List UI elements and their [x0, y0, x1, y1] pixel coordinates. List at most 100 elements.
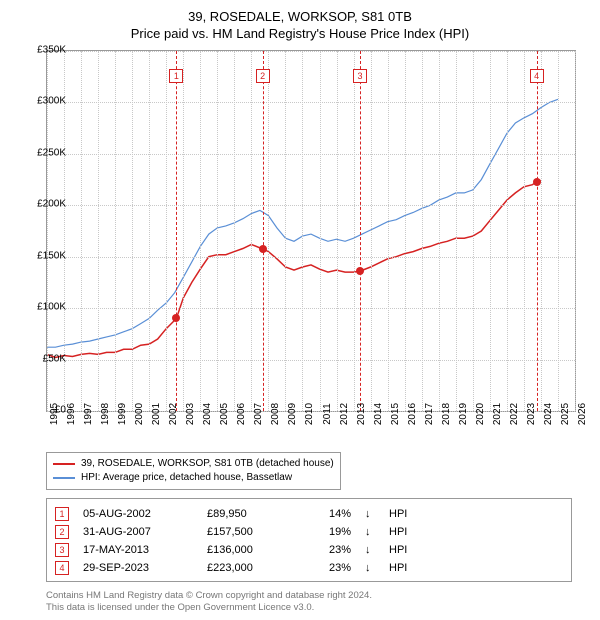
event-date: 05-AUG-2002 — [83, 508, 193, 520]
event-hpi-label: HPI — [389, 526, 419, 538]
y-tick-label: £50K — [22, 353, 66, 364]
gridline-v — [507, 51, 508, 411]
gridline-v — [149, 51, 150, 411]
gridline-v — [132, 51, 133, 411]
event-price: £223,000 — [207, 562, 297, 574]
event-row-1: 105-AUG-2002£89,95014%↓HPI — [55, 505, 563, 523]
event-hpi-label: HPI — [389, 508, 419, 520]
event-row-4: 4 29-SEP-2023 £223,000 23% ↓ HPI — [55, 559, 563, 577]
y-tick-label: £300K — [22, 96, 66, 107]
x-tick-label: 1997 — [83, 403, 94, 425]
x-tick-label: 2002 — [168, 403, 179, 425]
x-tick-label: 1996 — [66, 403, 77, 425]
gridline-v — [473, 51, 474, 411]
events-table: 105-AUG-2002£89,95014%↓HPI231-AUG-2007£1… — [46, 498, 572, 582]
event-pct: 19% — [311, 526, 351, 538]
gridline-v — [251, 51, 252, 411]
event-pct: 14% — [311, 508, 351, 520]
x-tick-label: 2008 — [270, 403, 281, 425]
event-price: £157,500 — [207, 526, 297, 538]
chart-title-line2: Price paid vs. HM Land Registry's House … — [0, 26, 600, 45]
event-marker-4: 4 — [530, 69, 544, 83]
arrow-down-icon: ↓ — [365, 526, 375, 538]
x-tick-label: 1999 — [117, 403, 128, 425]
event-line-3 — [360, 51, 361, 411]
gridline-v — [524, 51, 525, 411]
x-tick-label: 1995 — [49, 403, 60, 425]
chart-svg — [47, 51, 575, 411]
x-tick-label: 2020 — [475, 403, 486, 425]
x-tick-label: 1998 — [100, 403, 111, 425]
gridline-v — [371, 51, 372, 411]
x-tick-label: 2019 — [458, 403, 469, 425]
x-tick-label: 2014 — [373, 403, 384, 425]
event-date: 29-SEP-2023 — [83, 562, 193, 574]
event-dot-3 — [356, 267, 364, 275]
x-tick-label: 2012 — [339, 403, 350, 425]
gridline-v — [268, 51, 269, 411]
event-marker-1: 1 — [169, 69, 183, 83]
event-date: 31-AUG-2007 — [83, 526, 193, 538]
event-marker-2: 2 — [256, 69, 270, 83]
gridline-v — [183, 51, 184, 411]
event-pct: 23% — [311, 544, 351, 556]
gridline-v — [217, 51, 218, 411]
gridline-v — [115, 51, 116, 411]
x-tick-label: 2009 — [287, 403, 298, 425]
event-badge: 4 — [55, 561, 69, 575]
gridline-v — [490, 51, 491, 411]
gridline-v — [234, 51, 235, 411]
arrow-down-icon: ↓ — [365, 562, 375, 574]
footer-line2: This data is licensed under the Open Gov… — [46, 602, 372, 614]
legend-row: 39, ROSEDALE, WORKSOP, S81 0TB (detached… — [53, 457, 334, 471]
gridline-v — [439, 51, 440, 411]
legend-label: 39, ROSEDALE, WORKSOP, S81 0TB (detached… — [81, 457, 334, 471]
x-tick-label: 2001 — [151, 403, 162, 425]
x-tick-label: 2006 — [236, 403, 247, 425]
gridline-v — [541, 51, 542, 411]
y-tick-label: £100K — [22, 302, 66, 313]
y-tick-label: £250K — [22, 147, 66, 158]
x-tick-label: 2017 — [424, 403, 435, 425]
legend-label: HPI: Average price, detached house, Bass… — [81, 471, 292, 485]
x-tick-label: 2018 — [441, 403, 452, 425]
event-hpi-label: HPI — [389, 544, 419, 556]
event-hpi-label: HPI — [389, 562, 419, 574]
gridline-v — [405, 51, 406, 411]
arrow-down-icon: ↓ — [365, 508, 375, 520]
event-line-4 — [537, 51, 538, 411]
gridline-v — [200, 51, 201, 411]
event-line-1 — [176, 51, 177, 411]
gridline-v — [285, 51, 286, 411]
x-tick-label: 2015 — [390, 403, 401, 425]
x-tick-label: 2025 — [560, 403, 571, 425]
series-property — [47, 181, 541, 358]
x-tick-label: 2023 — [526, 403, 537, 425]
x-tick-label: 2016 — [407, 403, 418, 425]
x-tick-label: 2005 — [219, 403, 230, 425]
y-tick-label: £200K — [22, 199, 66, 210]
price-chart: 1234 — [46, 50, 576, 412]
event-row-2: 2 31-AUG-2007 £157,500 19% ↓ HPI — [55, 523, 563, 541]
x-tick-label: 2022 — [509, 403, 520, 425]
gridline-v — [422, 51, 423, 411]
gridline-v — [388, 51, 389, 411]
event-pct: 23% — [311, 562, 351, 574]
event-dot-4 — [533, 178, 541, 186]
y-tick-label: £350K — [22, 45, 66, 56]
footer-line1: Contains HM Land Registry data © Crown c… — [46, 590, 372, 602]
gridline-h — [47, 257, 575, 258]
event-price: £89,950 — [207, 508, 297, 520]
x-tick-label: 2007 — [253, 403, 264, 425]
gridline-v — [320, 51, 321, 411]
y-tick-label: £150K — [22, 250, 66, 261]
x-tick-label: 2004 — [202, 403, 213, 425]
legend-row: HPI: Average price, detached house, Bass… — [53, 471, 334, 485]
gridline-v — [558, 51, 559, 411]
x-tick-label: 2000 — [134, 403, 145, 425]
gridline-h — [47, 205, 575, 206]
gridline-v — [98, 51, 99, 411]
chart-legend: 39, ROSEDALE, WORKSOP, S81 0TB (detached… — [46, 452, 341, 490]
event-badge: 2 — [55, 525, 69, 539]
gridline-h — [47, 102, 575, 103]
